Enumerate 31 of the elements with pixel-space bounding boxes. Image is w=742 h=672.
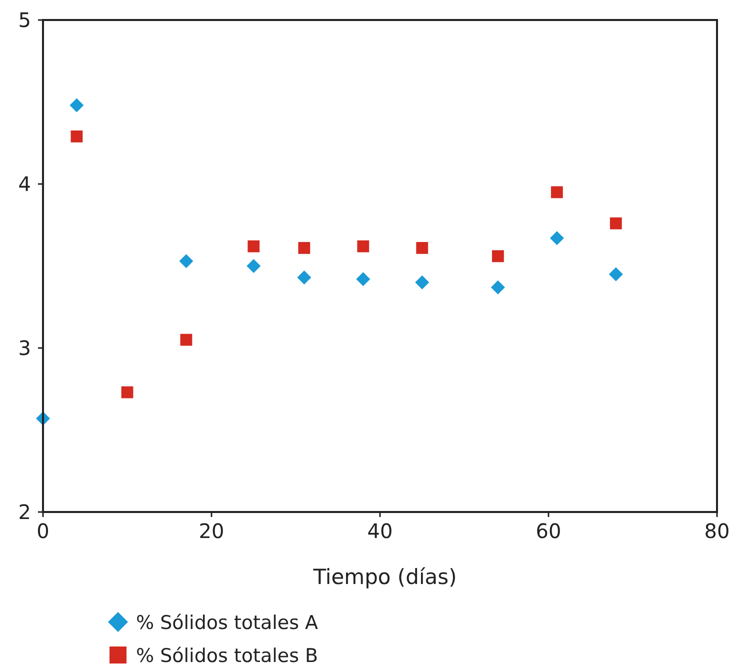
x-tick-label: 40 bbox=[367, 519, 393, 543]
point bbox=[179, 254, 194, 268]
x-tick-label: 60 bbox=[536, 519, 562, 543]
x-axis-title: Tiempo (días) bbox=[312, 565, 457, 589]
point bbox=[356, 272, 370, 286]
point bbox=[492, 250, 504, 262]
y-tick-label: 3 bbox=[18, 336, 31, 360]
point bbox=[416, 242, 428, 254]
y-tick-label: 5 bbox=[18, 8, 31, 32]
point bbox=[415, 275, 430, 290]
point bbox=[70, 130, 83, 142]
point bbox=[246, 259, 261, 273]
legend-label: % Sólidos totales B bbox=[136, 645, 318, 667]
point bbox=[298, 242, 310, 254]
y-tick-label: 4 bbox=[18, 172, 31, 196]
y-tick-label: 2 bbox=[18, 500, 31, 524]
legend-label: % Sólidos totales A bbox=[136, 612, 318, 634]
point bbox=[610, 217, 622, 230]
point bbox=[180, 334, 192, 346]
point bbox=[490, 280, 505, 294]
point bbox=[550, 186, 563, 198]
point bbox=[357, 240, 370, 252]
point bbox=[121, 386, 134, 398]
point bbox=[248, 240, 260, 252]
x-tick-label: 80 bbox=[704, 519, 730, 543]
x-tick-label: 0 bbox=[36, 519, 50, 543]
point bbox=[297, 270, 312, 284]
point bbox=[70, 98, 84, 112]
point bbox=[608, 267, 623, 282]
x-tick-label: 20 bbox=[198, 519, 224, 543]
point bbox=[550, 231, 564, 246]
